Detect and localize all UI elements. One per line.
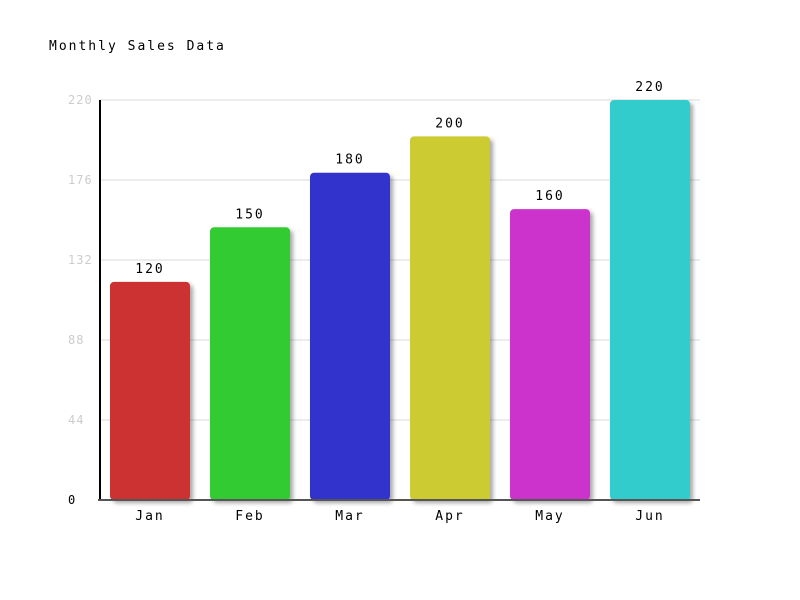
bars <box>110 100 690 501</box>
chart-title: Monthly Sales Data <box>49 39 226 54</box>
bar-jan <box>110 281 190 500</box>
data-label: 220 <box>635 80 664 95</box>
data-label: 160 <box>535 189 564 204</box>
axes <box>98 100 700 501</box>
bar-feb <box>210 227 290 501</box>
y-tick-label: 88 <box>68 333 84 347</box>
bar-may <box>510 209 590 500</box>
labels: 0 44 88 132 176 220 120 Jan 150 Feb 180 Mar 200 Apr 16… <box>68 80 664 524</box>
x-tick-label: Mar <box>335 509 364 524</box>
y-tick-label: 132 <box>68 253 93 267</box>
x-tick-label: Apr <box>435 509 464 524</box>
y-tick-label: 44 <box>68 413 84 427</box>
x-tick-label: Jun <box>635 509 664 524</box>
y-tick-label: 176 <box>68 173 93 187</box>
bar-mar <box>310 172 390 500</box>
x-tick-label: Feb <box>235 509 264 524</box>
grid-lines <box>100 99 700 421</box>
data-label: 150 <box>235 207 264 222</box>
data-label: 120 <box>135 262 164 277</box>
data-label: 180 <box>335 153 364 168</box>
x-tick-label: May <box>535 509 564 524</box>
x-tick-label: Jan <box>135 509 164 524</box>
y-tick-label: 220 <box>68 93 93 107</box>
y-tick-label: 0 <box>68 493 76 507</box>
data-label: 200 <box>435 116 464 131</box>
bar-jun <box>610 100 690 500</box>
bar-apr <box>410 136 490 500</box>
